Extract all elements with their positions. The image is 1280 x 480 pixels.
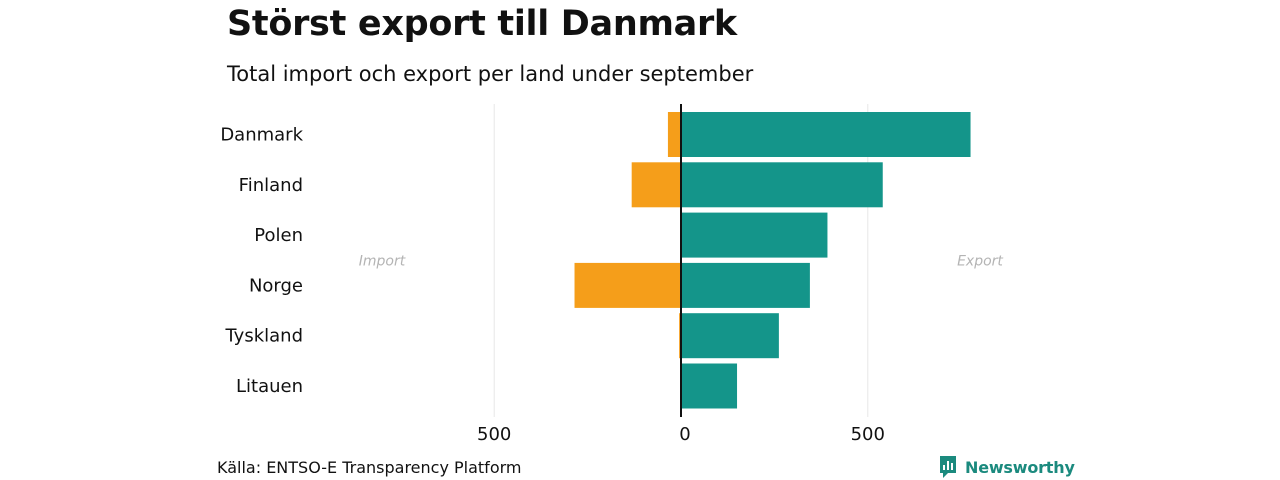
category-label-finland: Finland xyxy=(239,175,303,196)
import-bar-finland xyxy=(631,162,681,208)
brand-name: Newsworthy xyxy=(965,457,1075,477)
import-bar-norge xyxy=(574,262,681,308)
export-bar-litauen xyxy=(681,363,738,409)
brand: Newsworthy xyxy=(938,455,1075,479)
import-bar-danmark xyxy=(667,112,681,157)
category-label-polen: Polen xyxy=(254,225,303,246)
export-bar-finland xyxy=(681,162,883,208)
chart-subtitle: Total import och export per land under s… xyxy=(227,62,754,86)
source-note: Källa: ENTSO-E Transparency Platform xyxy=(217,458,522,477)
category-label-tyskland: Tyskland xyxy=(224,326,303,347)
category-label-litauen: Litauen xyxy=(236,376,303,397)
category-label-norge: Norge xyxy=(249,275,303,296)
x-tick-label-0: 500 xyxy=(477,424,511,445)
x-tick-label-2: 500 xyxy=(851,424,885,445)
x-tick-label-1: 0 xyxy=(679,424,690,445)
chart-title: Störst export till Danmark xyxy=(227,4,737,44)
newsworthy-logo-icon xyxy=(940,456,956,478)
export-side-label: Export xyxy=(957,253,1003,269)
category-label-danmark: Danmark xyxy=(220,125,303,146)
export-bar-norge xyxy=(681,262,810,308)
export-bar-danmark xyxy=(681,112,971,157)
export-bar-tyskland xyxy=(681,313,779,359)
import-side-label: Import xyxy=(359,253,406,269)
export-bar-polen xyxy=(681,212,828,258)
